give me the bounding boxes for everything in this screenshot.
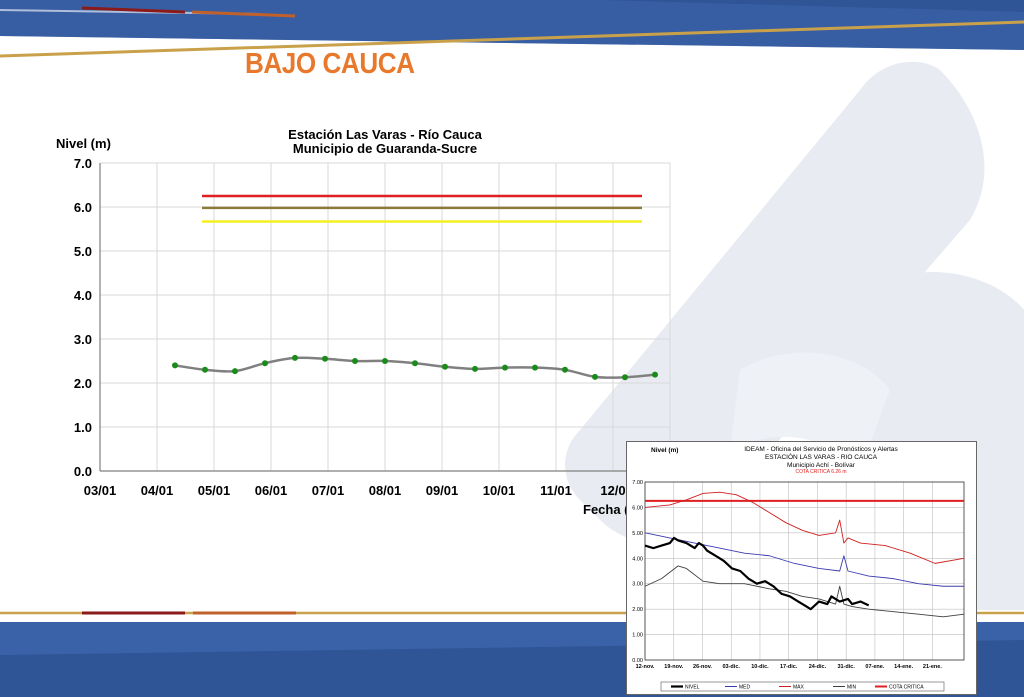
inset-legend-label: COTA CRITICA	[889, 685, 924, 691]
inset-x-tick: 07-ene.	[865, 664, 884, 670]
data-point	[352, 358, 358, 364]
data-point	[262, 360, 268, 367]
inset-y-tick: 3.00	[632, 582, 643, 588]
inset-y-tick: 0.00	[632, 658, 643, 664]
y-tick-label: 4.0	[74, 288, 92, 303]
chart-title: Estación Las Varas - Río Cauca	[288, 127, 482, 142]
data-point	[172, 362, 178, 369]
inset-legend-label: MIN	[847, 685, 857, 691]
inset-note: COTA CRITICA 6.26 m	[795, 469, 846, 475]
x-tick-label: 07/01	[312, 483, 345, 498]
inset-chart-svg: IDEAM - Oficina del Servicio de Pronósti…	[632, 446, 965, 692]
inset-title: IDEAM - Oficina del Servicio de Pronósti…	[744, 446, 898, 453]
data-point	[412, 360, 418, 367]
inset-legend-label: NIVEL	[685, 685, 700, 691]
inset-legend-box	[660, 681, 945, 692]
x-tick-label: 12/0	[600, 483, 625, 498]
inset-y-tick: 7.00	[632, 480, 643, 486]
inset-y-tick: 5.00	[632, 531, 643, 537]
data-point	[382, 358, 388, 364]
data-point	[652, 371, 658, 378]
inset-x-tick: 03-dic.	[722, 664, 740, 670]
data-point	[232, 368, 238, 375]
y-tick-label: 3.0	[74, 332, 92, 347]
data-point	[532, 364, 538, 371]
x-axis-label: Fecha (	[583, 502, 629, 517]
inset-subtitle2: Municipio Achí - Bolívar	[787, 462, 856, 469]
data-point	[202, 366, 208, 373]
y-tick-label: 2.0	[74, 376, 92, 391]
inset-x-tick: 24-dic.	[809, 664, 827, 670]
inset-legend-label: MED	[739, 685, 751, 691]
inset-x-tick: 31-dic.	[837, 664, 855, 670]
inset-y-tick: 2.00	[632, 607, 643, 613]
data-point	[292, 354, 298, 361]
main-level-chart: 0.0 1.0 2.0 3.0 4.0 5.0 6.0 7.0 03/01 04/01 05/01 0…	[56, 127, 671, 517]
x-tick-label: 11/01	[540, 483, 572, 498]
inset-x-tick: 12-nov.	[636, 664, 655, 670]
data-point	[502, 364, 508, 371]
inset-y-tick: 6.00	[632, 505, 643, 511]
inset-plot-frame	[644, 481, 965, 661]
data-point	[472, 365, 478, 372]
y-tick-label: 0.0	[74, 464, 92, 479]
inset-x-tick: 21-ene.	[923, 664, 942, 670]
x-tick-label: 06/01	[255, 483, 288, 498]
inset-y-tick: 4.00	[632, 556, 643, 562]
page-title: BAJO CAUCA	[245, 48, 415, 80]
inset-legend-label: MAX	[793, 685, 805, 691]
data-point	[562, 366, 568, 373]
x-tick-label: 10/01	[483, 483, 516, 498]
data-point	[322, 355, 328, 362]
inset-series-min	[644, 565, 965, 618]
x-tick-label: 04/01	[141, 483, 174, 498]
inset-subtitle: ESTACIÓN LAS VARAS - RIO CAUCA	[765, 452, 878, 461]
y-tick-label: 6.0	[74, 200, 92, 215]
inset-series-max	[644, 491, 965, 564]
inset-ideam-chart: IDEAM - Oficina del Servicio de Pronósti…	[626, 441, 977, 695]
inset-x-tick: 26-nov.	[693, 664, 712, 670]
data-point	[442, 363, 448, 370]
x-tick-label: 03/01	[84, 483, 117, 498]
x-tick-label: 09/01	[426, 483, 459, 498]
inset-x-tick: 14-ene.	[894, 664, 913, 670]
x-tick-label: 08/01	[369, 483, 402, 498]
inset-x-tick: 19-nov.	[664, 664, 683, 670]
y-tick-label: 7.0	[74, 156, 92, 171]
chart-subtitle: Municipio de Guaranda-Sucre	[293, 141, 477, 156]
y-tick-label: 1.0	[74, 420, 92, 435]
data-point	[592, 373, 598, 380]
y-axis-label: Nivel (m)	[56, 136, 111, 151]
inset-series-med	[644, 532, 964, 587]
x-tick-label: 05/01	[198, 483, 231, 498]
inset-y-tick: 1.00	[632, 633, 643, 639]
top-banner	[0, 0, 1024, 58]
data-point	[622, 374, 628, 381]
inset-x-tick: 10-dic.	[751, 664, 769, 670]
y-tick-label: 5.0	[74, 244, 92, 259]
inset-y-label: Nivel (m)	[651, 447, 678, 454]
inset-x-tick: 17-dic.	[780, 664, 798, 670]
inset-series-nivel	[644, 536, 870, 611]
